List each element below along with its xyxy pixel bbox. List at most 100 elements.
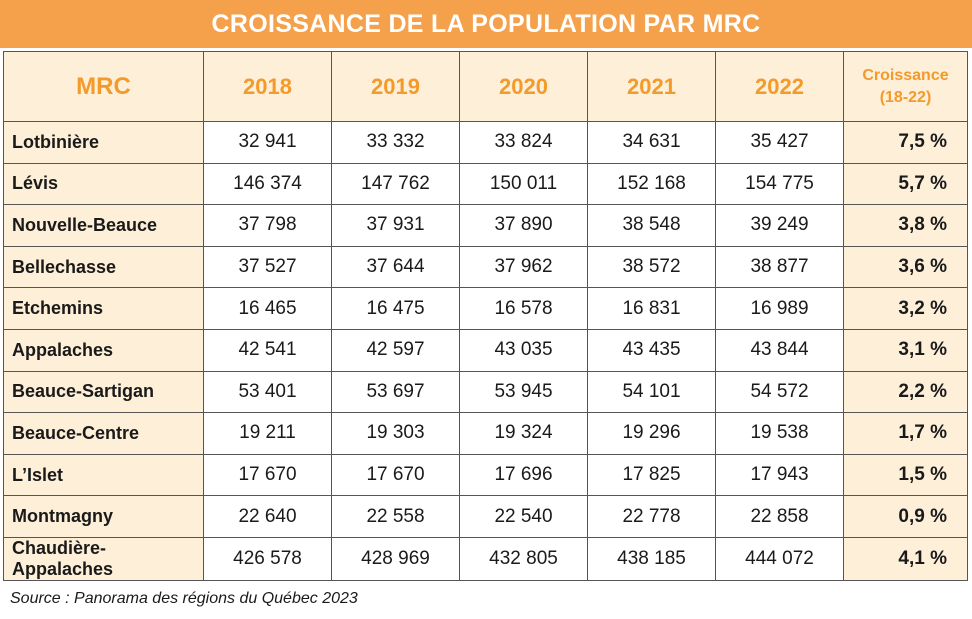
header-growth-line1: Croissance: [862, 66, 949, 84]
growth-cell: 7,5 %: [843, 121, 968, 164]
population-cell-2020: 432 805: [459, 536, 588, 581]
population-cell-2019: 147 762: [331, 162, 460, 206]
population-cell-2018: 37 527: [203, 245, 332, 289]
population-cell-2022: 22 858: [715, 495, 844, 538]
population-cell-2022: 19 538: [715, 412, 844, 455]
population-cell-2019: 42 597: [331, 328, 460, 372]
header-year-2021: 2021: [587, 51, 716, 122]
mrc-name-cell: Nouvelle-Beauce: [3, 204, 204, 247]
mrc-name-cell: Lévis: [3, 162, 204, 206]
population-cell-2021: 34 631: [587, 121, 716, 164]
population-cell-2019: 37 931: [331, 204, 460, 247]
mrc-name-cell: Etchemins: [3, 287, 204, 330]
population-cell-2018: 37 798: [203, 204, 332, 247]
table-row: Nouvelle-Beauce 37 798 37 931 37 890 38 548 3…: [3, 204, 968, 247]
mrc-name-cell: Lotbinière: [3, 121, 204, 164]
table-row: Etchemins 16 465 16 475 16 578 16 831 16 989 3…: [3, 287, 968, 330]
chart-title: CROISSANCE DE LA POPULATION PAR MRC: [0, 0, 972, 48]
table-row: Lotbinière 32 941 33 332 33 824 34 631 35 427…: [3, 121, 968, 164]
population-cell-2022: 444 072: [715, 536, 844, 581]
growth-cell: 3,2 %: [843, 287, 968, 330]
population-cell-2018: 53 401: [203, 370, 332, 414]
population-cell-2021: 22 778: [587, 495, 716, 538]
header-year-2022: 2022: [715, 51, 844, 122]
population-cell-2018: 19 211: [203, 412, 332, 455]
population-cell-2021: 17 825: [587, 453, 716, 497]
growth-cell: 3,1 %: [843, 328, 968, 372]
table-row: Beauce-Centre 19 211 19 303 19 324 19 296 19 …: [3, 412, 968, 455]
population-cell-2018: 42 541: [203, 328, 332, 372]
growth-cell: 3,8 %: [843, 204, 968, 247]
population-cell-2019: 22 558: [331, 495, 460, 538]
header-year-2018: 2018: [203, 51, 332, 122]
mrc-name-cell: Bellechasse: [3, 245, 204, 289]
population-cell-2019: 53 697: [331, 370, 460, 414]
population-cell-2019: 17 670: [331, 453, 460, 497]
population-cell-2022: 154 775: [715, 162, 844, 206]
population-cell-2019: 37 644: [331, 245, 460, 289]
population-cell-2022: 35 427: [715, 121, 844, 164]
population-cell-2020: 37 962: [459, 245, 588, 289]
population-cell-2019: 33 332: [331, 121, 460, 164]
mrc-name-cell: Appalaches: [3, 328, 204, 372]
growth-cell: 2,2 %: [843, 370, 968, 414]
mrc-name-cell: L’Islet: [3, 453, 204, 497]
population-cell-2018: 32 941: [203, 121, 332, 164]
population-cell-2018: 426 578: [203, 536, 332, 581]
table-row: Chaudière-Appalaches 426 578 428 969 432 80…: [3, 536, 968, 581]
growth-cell: 3,6 %: [843, 245, 968, 289]
population-cell-2021: 152 168: [587, 162, 716, 206]
population-cell-2020: 150 011: [459, 162, 588, 206]
population-cell-2020: 22 540: [459, 495, 588, 538]
header-year-2019: 2019: [331, 51, 460, 122]
table-row: Appalaches 42 541 42 597 43 035 43 435 43 844…: [3, 328, 968, 372]
growth-cell: 0,9 %: [843, 495, 968, 538]
population-cell-2021: 438 185: [587, 536, 716, 581]
population-cell-2022: 54 572: [715, 370, 844, 414]
table-row: Beauce-Sartigan 53 401 53 697 53 945 54 101 5…: [3, 370, 968, 414]
header-row: MRC 2018 2019 2020 2021 2022 Croissance …: [3, 51, 968, 122]
population-cell-2020: 37 890: [459, 204, 588, 247]
table-row: Bellechasse 37 527 37 644 37 962 38 572 38 87…: [3, 245, 968, 289]
header-mrc: MRC: [3, 51, 204, 122]
table-row: Lévis 146 374 147 762 150 011 152 168 154 775…: [3, 162, 968, 206]
population-cell-2022: 17 943: [715, 453, 844, 497]
population-cell-2019: 16 475: [331, 287, 460, 330]
table-body: Lotbinière 32 941 33 332 33 824 34 631 35 427…: [3, 121, 968, 581]
table-row: Montmagny 22 640 22 558 22 540 22 778 22 858 0…: [3, 495, 968, 538]
growth-cell: 4,1 %: [843, 536, 968, 581]
header-year-2020: 2020: [459, 51, 588, 122]
mrc-name-cell: Beauce-Centre: [3, 412, 204, 455]
population-cell-2018: 146 374: [203, 162, 332, 206]
population-cell-2021: 54 101: [587, 370, 716, 414]
population-cell-2020: 53 945: [459, 370, 588, 414]
population-cell-2019: 19 303: [331, 412, 460, 455]
population-cell-2021: 38 548: [587, 204, 716, 247]
population-cell-2018: 16 465: [203, 287, 332, 330]
header-growth-line2: (18-22): [879, 88, 932, 106]
growth-cell: 1,7 %: [843, 412, 968, 455]
population-cell-2020: 16 578: [459, 287, 588, 330]
population-cell-2018: 22 640: [203, 495, 332, 538]
population-cell-2020: 17 696: [459, 453, 588, 497]
population-cell-2019: 428 969: [331, 536, 460, 581]
header-growth: Croissance (18-22): [843, 51, 968, 122]
growth-cell: 1,5 %: [843, 453, 968, 497]
population-cell-2022: 39 249: [715, 204, 844, 247]
growth-cell: 5,7 %: [843, 162, 968, 206]
population-cell-2022: 16 989: [715, 287, 844, 330]
source-note: Source : Panorama des régions du Québec …: [10, 590, 358, 607]
population-cell-2020: 33 824: [459, 121, 588, 164]
mrc-name-cell: Montmagny: [3, 495, 204, 538]
table-row: L’Islet 17 670 17 670 17 696 17 825 17 943 1,5…: [3, 453, 968, 497]
population-cell-2018: 17 670: [203, 453, 332, 497]
population-cell-2022: 38 877: [715, 245, 844, 289]
population-cell-2020: 43 035: [459, 328, 588, 372]
mrc-name-cell: Chaudière-Appalaches: [3, 536, 204, 581]
mrc-name-cell: Beauce-Sartigan: [3, 370, 204, 414]
population-table: MRC 2018 2019 2020 2021 2022 Croissance …: [3, 51, 968, 581]
population-cell-2021: 19 296: [587, 412, 716, 455]
population-cell-2021: 16 831: [587, 287, 716, 330]
population-cell-2022: 43 844: [715, 328, 844, 372]
population-cell-2020: 19 324: [459, 412, 588, 455]
